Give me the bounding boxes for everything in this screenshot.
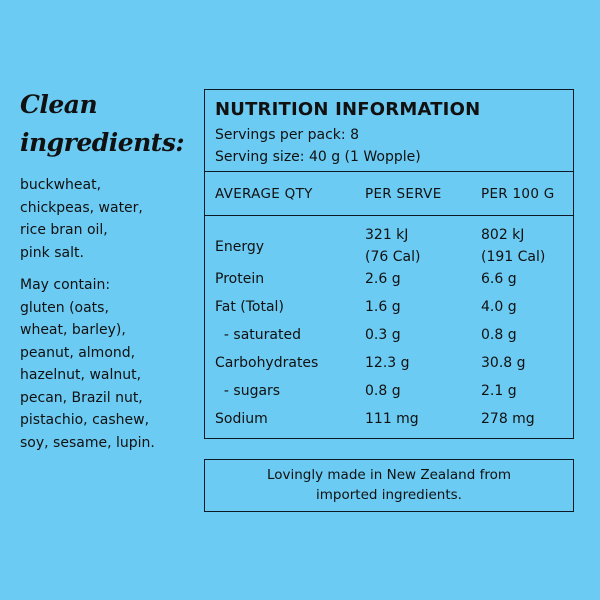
may-contain-label: May contain:: [20, 277, 111, 293]
per-serve-value: 0.8 g: [365, 383, 401, 399]
per-100g-value: 6.6 g: [481, 271, 517, 287]
per-serve-value: 0.3 g: [365, 327, 401, 343]
servings-per-pack: Servings per pack: 8: [215, 127, 359, 143]
nutrition-rows: Energy 321 kJ (76 Cal) 802 kJ (191 Cal) …: [205, 216, 573, 436]
per-100g-value: 30.8 g: [481, 355, 526, 371]
nutrient-name: Carbohydrates: [215, 355, 319, 371]
allergen-line: soy, sesame, lupin.: [20, 434, 155, 451]
value-line: (76 Cal): [365, 249, 421, 265]
allergen-line: pecan, Brazil nut,: [20, 389, 143, 406]
per-serve-value: 2.6 g: [365, 271, 401, 287]
table-row-sodium: Sodium 111 mg 278 mg: [205, 408, 573, 436]
allergen-line: hazelnut, walnut,: [20, 367, 142, 383]
origin-line-1: Lovingly made in New Zealand from: [266, 467, 512, 483]
nutrition-panel: NUTRITION INFORMATION Servings per pack:…: [204, 89, 574, 439]
per-100g-value: 0.8 g: [481, 327, 517, 343]
table-row-energy: Energy 321 kJ (76 Cal) 802 kJ (191 Cal): [205, 224, 573, 268]
ingredients-section: Clean ingredients: buckwheat, chickpeas,…: [20, 86, 200, 454]
nutrition-title: NUTRITION INFORMATION: [215, 99, 481, 120]
per-serve-value: 12.3 g: [365, 355, 410, 371]
table-row-carbohydrates: Carbohydrates 12.3 g 30.8 g: [205, 352, 573, 380]
per-100g-value: 802 kJ (191 Cal): [481, 224, 545, 268]
allergen-line: gluten (oats,: [20, 299, 109, 316]
ingredient-line: rice bran oil,: [20, 222, 108, 238]
column-header-average-qty: AVERAGE QTY: [215, 186, 313, 202]
nutrient-name: - sugars: [215, 383, 281, 399]
nutrient-name: Fat (Total): [215, 299, 284, 315]
table-row-sugars: - sugars 0.8 g 2.1 g: [205, 380, 573, 408]
nutrient-name: Protein: [215, 271, 265, 287]
ingredient-list: buckwheat, chickpeas, water, rice bran o…: [20, 174, 200, 264]
per-serve-value: 111 mg: [365, 411, 419, 427]
column-headers: AVERAGE QTY PER SERVE PER 100 G: [205, 172, 573, 216]
ingredient-line: buckwheat,: [20, 177, 102, 193]
serving-size: Serving size: 40 g (1 Wopple): [215, 149, 421, 165]
per-100g-value: 278 mg: [481, 411, 535, 427]
nutrient-name: Sodium: [215, 411, 268, 427]
nutrient-name: - saturated: [215, 327, 301, 343]
column-header-per-serve: PER SERVE: [365, 186, 442, 202]
heading-line-1: Clean: [20, 90, 98, 119]
origin-line-2: imported ingredients.: [316, 487, 462, 503]
table-row-protein: Protein 2.6 g 6.6 g: [205, 268, 573, 296]
heading-line-2: ingredients:: [20, 128, 185, 157]
ingredient-line: pink salt.: [20, 244, 84, 261]
per-serve-value: 321 kJ (76 Cal): [365, 224, 420, 268]
value-line: 802 kJ: [481, 227, 525, 243]
allergen-line: pistachio, cashew,: [20, 412, 150, 428]
origin-statement: Lovingly made in New Zealand from import…: [204, 459, 574, 512]
nutrition-header: NUTRITION INFORMATION Servings per pack:…: [205, 90, 573, 172]
allergen-list: gluten (oats, wheat, barley), peanut, al…: [20, 297, 200, 455]
ingredients-heading: Clean ingredients:: [20, 86, 200, 162]
ingredient-line: chickpeas, water,: [20, 199, 143, 216]
nutrient-name: Energy: [215, 239, 265, 255]
allergen-line: wheat, barley),: [20, 322, 126, 338]
value-line: (191 Cal): [481, 249, 546, 265]
table-row-fat-total: Fat (Total) 1.6 g 4.0 g: [205, 296, 573, 324]
per-serve-value: 1.6 g: [365, 299, 401, 315]
value-line: 321 kJ: [365, 227, 409, 243]
allergen-line: peanut, almond,: [20, 344, 136, 361]
per-100g-value: 4.0 g: [481, 299, 517, 315]
table-row-saturated: - saturated 0.3 g 0.8 g: [205, 324, 573, 352]
column-header-per-100g: PER 100 G: [481, 186, 555, 202]
per-100g-value: 2.1 g: [481, 383, 517, 399]
